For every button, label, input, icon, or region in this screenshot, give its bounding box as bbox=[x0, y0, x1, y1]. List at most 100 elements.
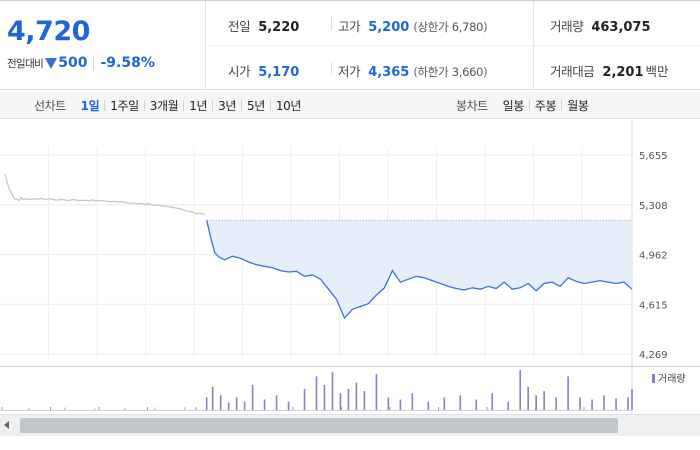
candle-weekly[interactable]: 주봉 bbox=[534, 98, 557, 113]
volume-bar bbox=[475, 399, 478, 410]
period-divider bbox=[143, 99, 145, 111]
upper-limit: (상한가 6,780) bbox=[413, 20, 488, 34]
down-triangle-icon bbox=[45, 57, 58, 69]
period-toolbar: 선차트 1일 1주일 3개월 1년 3년 5년 10년 봉차트 일봉 주봉 월봉 bbox=[0, 90, 700, 119]
candle-monthly[interactable]: 월봉 bbox=[567, 98, 589, 113]
line-chart-periods: 선차트 1일 1주일 3개월 1년 3년 5년 10년 bbox=[34, 91, 306, 119]
today-fill-area bbox=[206, 220, 632, 318]
quote-main: 4,720 전일대비 500 -9.58% bbox=[0, 1, 206, 89]
volume-bar bbox=[251, 384, 254, 410]
volume-bar bbox=[363, 391, 366, 410]
period-10y[interactable]: 10년 bbox=[275, 98, 302, 113]
volume-bar bbox=[615, 398, 617, 410]
y-tick-label: 5,308 bbox=[639, 201, 668, 212]
stat-low: 저가 4,365 (하한가 3,660) bbox=[338, 61, 488, 80]
period-1d[interactable]: 1일 bbox=[80, 98, 100, 113]
chart-scrollbar[interactable] bbox=[0, 414, 700, 436]
stat-value: 463,075 bbox=[591, 20, 651, 35]
candle-daily[interactable]: 일봉 bbox=[502, 98, 525, 113]
scroll-left-icon[interactable] bbox=[4, 421, 9, 429]
volume-bar bbox=[331, 372, 334, 410]
volume-bar bbox=[183, 407, 186, 410]
volume-bar bbox=[535, 395, 537, 410]
volume-bar bbox=[28, 407, 30, 410]
price-change: 전일대비 500 -9.58% bbox=[7, 55, 155, 71]
quote-panel: 4,720 전일대비 500 -9.58% 전일 5,220 고가 5,200 … bbox=[0, 0, 700, 90]
volume-bar bbox=[411, 393, 414, 410]
candle-chart-periods: 봉차트 일봉 주봉 월봉 bbox=[456, 91, 593, 119]
stat-label: 저가 bbox=[338, 64, 361, 79]
stat-value: 5,220 bbox=[258, 20, 300, 35]
stat-divider bbox=[331, 17, 332, 30]
limit-value: 6,780 bbox=[451, 20, 484, 34]
volume-bar bbox=[94, 408, 96, 410]
volume-bar bbox=[399, 399, 402, 410]
period-1y[interactable]: 1년 bbox=[189, 98, 208, 113]
volume-bar bbox=[527, 386, 529, 410]
volume-bar bbox=[603, 395, 605, 410]
stat-divider bbox=[331, 62, 332, 75]
volume-bar bbox=[205, 397, 208, 410]
stat-label: 전일 bbox=[228, 19, 251, 34]
prev-day-line bbox=[4, 173, 205, 216]
volume-bar bbox=[567, 376, 569, 410]
volume-bar bbox=[303, 389, 306, 410]
volume-bar bbox=[591, 399, 593, 410]
row-divider bbox=[207, 45, 700, 46]
current-price: 4,720 bbox=[7, 16, 90, 47]
lower-limit: (하한가 3,660) bbox=[413, 65, 488, 79]
line-chart-label: 선차트 bbox=[34, 98, 66, 113]
volume-bar bbox=[427, 401, 430, 410]
stat-unit: 백만 bbox=[645, 64, 669, 79]
period-1w[interactable]: 1주일 bbox=[110, 98, 139, 113]
stat-value: 5,170 bbox=[258, 65, 300, 80]
volume-bar bbox=[543, 391, 545, 410]
period-divider bbox=[104, 99, 106, 111]
legend-swatch bbox=[652, 374, 655, 383]
change-label: 전일대비 bbox=[7, 57, 44, 70]
y-tick-label: 4,962 bbox=[639, 251, 668, 262]
volume-bar bbox=[323, 384, 326, 410]
stat-value: 5,200 bbox=[368, 20, 410, 35]
stat-value: 4,365 bbox=[368, 65, 410, 80]
today-price-line bbox=[206, 220, 633, 320]
period-5y[interactable]: 5년 bbox=[247, 98, 265, 113]
volume-bar bbox=[491, 393, 494, 410]
volume-bar bbox=[227, 402, 230, 410]
volume-bar bbox=[579, 397, 581, 410]
change-percent: -9.58% bbox=[100, 55, 155, 71]
stat-label: 거래대금 bbox=[550, 64, 595, 79]
volume-bar bbox=[219, 395, 222, 410]
volume-bar bbox=[631, 389, 633, 410]
stat-prev-close: 전일 5,220 bbox=[228, 16, 299, 35]
volume-bar bbox=[287, 401, 290, 410]
limit-value: 3,660 bbox=[451, 65, 484, 79]
volume-bar bbox=[519, 370, 521, 410]
stat-amount: 거래대금 2,201 백만 bbox=[550, 61, 669, 80]
volume-bar bbox=[459, 395, 462, 410]
volume-bar bbox=[153, 407, 156, 410]
period-divider bbox=[561, 99, 563, 111]
price-chart: 5,655 5,308 4,962 4,615 4,269 거래량 bbox=[0, 120, 700, 414]
volume-bar bbox=[355, 382, 358, 410]
legend-label: 거래량 bbox=[658, 373, 686, 385]
period-divider bbox=[183, 99, 185, 111]
volume-bar bbox=[507, 401, 509, 410]
period-3m[interactable]: 3개월 bbox=[149, 98, 179, 113]
volume-bar bbox=[64, 407, 66, 410]
change-amount: 500 bbox=[58, 55, 88, 71]
volume-bar bbox=[124, 407, 126, 410]
column-divider bbox=[533, 1, 534, 89]
period-divider bbox=[269, 99, 271, 111]
stat-high: 고가 5,200 (상한가 6,780) bbox=[338, 16, 488, 35]
stat-label: 시가 bbox=[228, 64, 251, 79]
period-divider bbox=[212, 99, 214, 111]
volume-bar bbox=[211, 386, 214, 410]
limit-label: 하한가 bbox=[417, 65, 449, 79]
volume-bar bbox=[443, 397, 446, 410]
limit-label: 상한가 bbox=[417, 20, 449, 34]
stat-open: 시가 5,170 bbox=[228, 61, 299, 80]
period-3y[interactable]: 3년 bbox=[218, 98, 236, 113]
scroll-thumb[interactable] bbox=[20, 418, 618, 433]
